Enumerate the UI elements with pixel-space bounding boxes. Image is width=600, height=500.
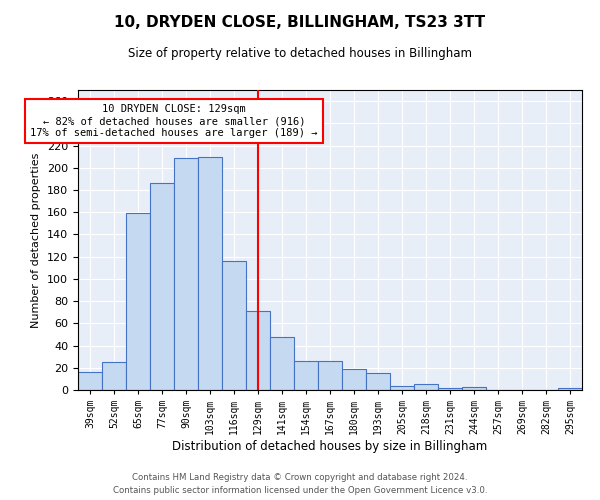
Bar	[174, 158, 198, 390]
Bar	[414, 384, 438, 390]
Bar	[438, 388, 462, 390]
Text: Contains HM Land Registry data © Crown copyright and database right 2024.: Contains HM Land Registry data © Crown c…	[132, 474, 468, 482]
Bar	[318, 361, 342, 390]
Bar	[390, 386, 414, 390]
Bar	[294, 361, 318, 390]
Y-axis label: Number of detached properties: Number of detached properties	[31, 152, 41, 328]
Text: Contains public sector information licensed under the Open Government Licence v3: Contains public sector information licen…	[113, 486, 487, 495]
Bar	[342, 369, 366, 390]
Bar	[270, 336, 294, 390]
Bar	[102, 362, 126, 390]
Bar	[366, 374, 390, 390]
Bar	[222, 261, 246, 390]
Bar	[558, 388, 582, 390]
Bar	[126, 214, 150, 390]
Text: 10, DRYDEN CLOSE, BILLINGHAM, TS23 3TT: 10, DRYDEN CLOSE, BILLINGHAM, TS23 3TT	[115, 15, 485, 30]
Bar	[198, 156, 222, 390]
Bar	[78, 372, 102, 390]
Text: 10 DRYDEN CLOSE: 129sqm
← 82% of detached houses are smaller (916)
17% of semi-d: 10 DRYDEN CLOSE: 129sqm ← 82% of detache…	[30, 104, 318, 138]
Text: Size of property relative to detached houses in Billingham: Size of property relative to detached ho…	[128, 48, 472, 60]
Bar	[462, 386, 486, 390]
X-axis label: Distribution of detached houses by size in Billingham: Distribution of detached houses by size …	[172, 440, 488, 453]
Bar	[246, 311, 270, 390]
Bar	[150, 184, 174, 390]
